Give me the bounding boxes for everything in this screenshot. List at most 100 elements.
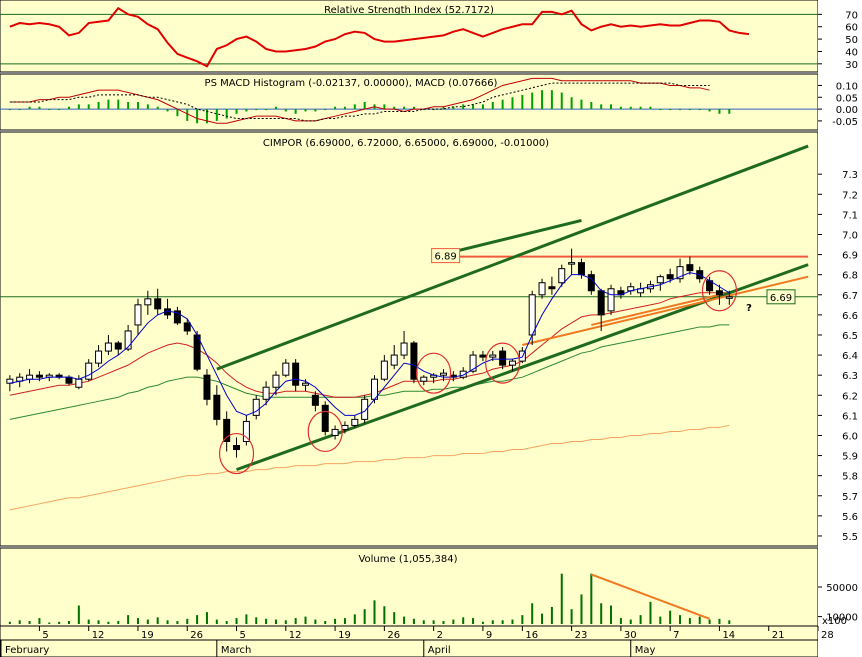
highlight-circle bbox=[416, 352, 452, 394]
candle-body bbox=[26, 374, 34, 380]
candle-body bbox=[656, 276, 664, 284]
macd-tick-label: 0.10 bbox=[836, 81, 858, 92]
macd-histogram-bar bbox=[708, 109, 711, 112]
volume-layer: 50000 10000 bbox=[8, 573, 858, 624]
resistance-label: 6.89 bbox=[435, 252, 457, 263]
macd-histogram-bar bbox=[600, 104, 603, 110]
volume-bar bbox=[324, 621, 327, 624]
volume-tick-label: 50000 bbox=[826, 583, 858, 594]
candle-body bbox=[725, 296, 733, 299]
volume-bar bbox=[393, 612, 396, 624]
macd-histogram-bar bbox=[669, 109, 672, 111]
price-tick-label: 5.9 bbox=[842, 452, 858, 463]
volume-bar bbox=[442, 621, 445, 624]
volume-bar bbox=[304, 616, 307, 624]
macd-histogram-bar bbox=[570, 97, 573, 110]
day-tick-label: 14 bbox=[722, 630, 735, 641]
resistance-label-box bbox=[431, 248, 461, 264]
macd-histogram-bar bbox=[491, 102, 494, 110]
price-tick-label: 7.2 bbox=[842, 190, 858, 201]
candle-body bbox=[390, 354, 398, 366]
candle-body bbox=[144, 298, 152, 306]
volume-bar bbox=[412, 618, 415, 624]
macd-histogram-bar bbox=[560, 92, 563, 110]
candle-body bbox=[331, 428, 339, 436]
day-tick-label: 21 bbox=[772, 630, 785, 641]
candle-body bbox=[233, 445, 241, 451]
volume-bar bbox=[67, 621, 70, 624]
month-tick-label: May bbox=[635, 645, 656, 656]
volume-bar bbox=[215, 619, 218, 624]
price-tick-label: 5.8 bbox=[842, 472, 858, 483]
candle-body bbox=[548, 286, 556, 290]
candle-body bbox=[292, 362, 300, 386]
day-tick-label: 16 bbox=[525, 630, 538, 641]
trendline-rising-orange bbox=[591, 293, 720, 326]
trendline-upper-channel bbox=[216, 144, 809, 371]
volume-bar bbox=[659, 616, 662, 624]
macd-histogram-bar bbox=[127, 102, 130, 110]
macd-histogram-bar bbox=[541, 90, 544, 110]
price-tick-label: 5.7 bbox=[842, 492, 858, 503]
volume-bar bbox=[521, 615, 524, 624]
candle-body bbox=[410, 342, 418, 380]
x-axis-panel bbox=[0, 625, 819, 657]
price-tick-label: 6.0 bbox=[842, 431, 858, 442]
macd-histogram-bar bbox=[97, 102, 100, 110]
volume-bar bbox=[166, 620, 169, 624]
day-tick-label: 30 bbox=[624, 630, 637, 641]
macd-histogram-bar bbox=[304, 109, 307, 112]
volume-units-label: x100 bbox=[822, 616, 847, 627]
candle-body bbox=[489, 354, 497, 358]
volume-bar bbox=[550, 606, 553, 624]
volume-bar bbox=[580, 594, 583, 624]
macd-histogram-bar bbox=[550, 90, 553, 110]
price-tick-label: 6.4 bbox=[842, 351, 858, 362]
volume-bar bbox=[136, 618, 139, 624]
volume-bar bbox=[610, 605, 613, 624]
macd-histogram-bar bbox=[343, 106, 346, 110]
ma-green-line bbox=[9, 324, 730, 420]
volume-tick-label: 10000 bbox=[826, 613, 858, 624]
volume-bar bbox=[452, 619, 455, 624]
price-tick-label: 5.5 bbox=[842, 532, 858, 543]
candle-body bbox=[154, 298, 162, 310]
macd-histogram-bar bbox=[117, 99, 120, 110]
candle-body bbox=[361, 398, 369, 420]
volume-bar bbox=[590, 573, 593, 624]
price-tick-label: 7.1 bbox=[842, 210, 858, 221]
macd-histogram-bar bbox=[196, 109, 199, 124]
macd-title: PS MACD Histogram (-0.02137, 0.00000), M… bbox=[205, 78, 498, 89]
volume-bar bbox=[127, 615, 130, 624]
candle-body bbox=[213, 394, 221, 420]
volume-bar bbox=[373, 600, 376, 624]
candle-body bbox=[499, 350, 507, 366]
candle-body bbox=[75, 378, 83, 388]
candle-body bbox=[262, 386, 270, 400]
volume-bar bbox=[156, 617, 159, 624]
current-price-label-box bbox=[766, 289, 796, 305]
volume-bar bbox=[639, 615, 642, 624]
candle-body bbox=[587, 274, 595, 292]
macd-histogram-bar bbox=[531, 92, 534, 110]
volume-bar bbox=[205, 612, 208, 624]
volume-bar bbox=[600, 603, 603, 624]
macd-histogram-bar bbox=[274, 106, 277, 110]
candle-body bbox=[420, 376, 428, 382]
macd-histogram-bar bbox=[294, 109, 297, 114]
macd-histogram-bar bbox=[146, 104, 149, 110]
price-layer: 7.3 7.2 7.1 7.0 6.9 6.8 6.7 6.6 6.5 6.4 6.3 6.2 6.1 6… bbox=[0, 144, 858, 543]
macd-tick-label: 0.05 bbox=[836, 93, 858, 104]
macd-histogram-bar bbox=[107, 99, 110, 110]
volume-bar bbox=[225, 621, 228, 624]
macd-histogram-bar bbox=[521, 94, 524, 110]
candle-body bbox=[538, 282, 546, 296]
volume-bar bbox=[176, 621, 179, 624]
volume-bar bbox=[146, 619, 149, 624]
volume-bar bbox=[629, 619, 632, 624]
macd-histogram-bar bbox=[324, 109, 327, 111]
macd-histogram-bar bbox=[284, 109, 287, 112]
candle-body bbox=[104, 342, 112, 352]
volume-bar bbox=[718, 618, 721, 624]
